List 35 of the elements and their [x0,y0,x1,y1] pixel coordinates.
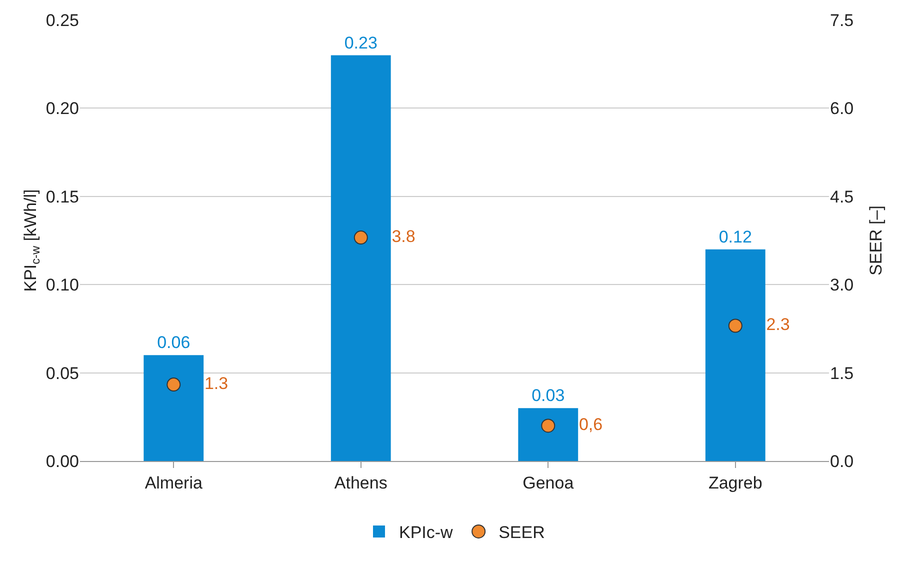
bar [705,249,766,461]
bar [330,55,391,461]
x-tick-label: Almeria [144,473,203,492]
bar [144,355,204,461]
y2-tick-label: 7.5 [830,10,854,30]
data-label: 0,6 [557,414,603,434]
point [541,418,556,433]
y-tick-label: 0.25 [46,10,79,30]
point [354,230,368,245]
legend-label: SEER [498,523,545,542]
point [166,378,181,392]
y2-tick-label: 1.5 [830,364,854,383]
data-label: 2.3 [744,315,790,334]
data-label: 0.06 [157,333,190,352]
data-label: 3.8 [370,226,416,246]
data-label: 1.3 [182,374,228,393]
y-tick-label: 0.00 [46,452,79,471]
y2-tick-label: 4.5 [830,187,854,206]
data-label: 0.03 [532,386,565,406]
x-tick-label: Zagreb [708,473,762,492]
data-label: 0.12 [718,227,752,246]
bar [518,408,578,461]
y-tick-label: 0.20 [46,99,79,118]
y2-tick-label: 3.0 [830,276,854,295]
y-tick-label: 0.10 [46,276,79,295]
y-tick-label: 0.05 [46,364,79,383]
y2-tick-label: 0.0 [830,452,854,471]
y2-tick-label: 6.0 [830,99,854,118]
legend-label: KPIc-w [399,523,454,542]
y2-axis-title: SEER [–] [866,206,886,276]
data-label: 0.23 [344,33,378,52]
x-tick-label: Genoa [522,473,574,492]
x-tick-label: Athens [334,473,388,492]
point [728,318,742,333]
y-tick-label: 0.15 [46,187,79,206]
